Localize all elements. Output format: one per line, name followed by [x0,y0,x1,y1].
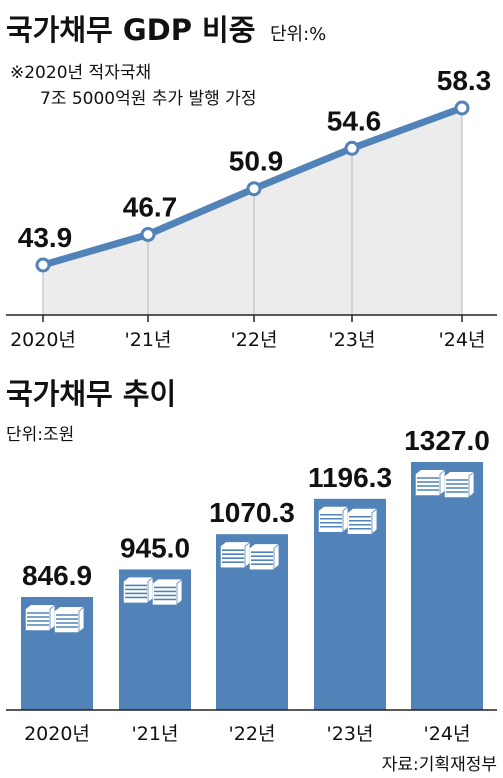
data-label: 1070.3 [209,497,295,528]
chart-title: 국가채무 추이 [6,377,176,411]
debt-trend-chart: 국가채무 추이 단위:조원 846.9 945.0 1070.3 1196.3 1327… [6,377,497,745]
data-point [344,140,360,156]
book-stack-icon [318,505,378,535]
chart-unit: 단위:조원 [6,425,74,445]
data-label: 1196.3 [308,462,392,493]
x-tick-label: 2020년 [10,329,76,351]
x-tick-label: '24년 [439,329,486,351]
bar [411,462,483,710]
x-tick-label: '23년 [329,329,376,351]
data-point [35,257,51,273]
chart-note: ※2020년 적자국채 [10,63,151,83]
book-stack-icon [123,576,183,606]
data-label: 50.9 [229,146,284,177]
chart-title: 국가채무 GDP 비중 [6,13,255,47]
source-label: 자료:기획재정부 [382,755,497,775]
x-tick-label: '23년 [327,723,374,745]
chart-note: 7조 5000억원 추가 발행 가정 [40,89,256,109]
gdp-ratio-chart: 국가채무 GDP 비중 단위:% ※2020년 적자국채 7조 5000억원 추… [6,13,497,351]
data-label: 58.3 [437,65,492,96]
x-tick-label: '21년 [125,329,172,351]
x-tick-label: 2020년 [24,723,90,745]
data-label: 46.7 [123,192,178,223]
book-stack-icon [220,541,280,571]
data-label: 945.0 [120,532,190,563]
data-label: 1327.0 [404,425,490,456]
data-label: 43.9 [18,222,73,253]
data-point [140,227,156,242]
x-tick-label: '22년 [229,723,276,745]
x-tick-label: '22년 [231,329,278,351]
x-tick-label: '21년 [132,723,179,745]
series-area [43,108,462,315]
book-stack-icon [25,604,85,633]
data-label: 846.9 [22,560,92,591]
data-point [454,100,470,116]
x-tick-label: '24년 [424,723,471,745]
book-stack-icon [415,469,475,498]
data-point [246,181,262,197]
data-label: 54.6 [327,105,382,136]
chart-unit: 단위:% [270,24,326,45]
